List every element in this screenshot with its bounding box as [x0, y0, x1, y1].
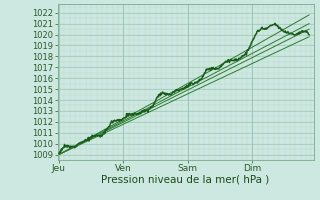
X-axis label: Pression niveau de la mer( hPa ): Pression niveau de la mer( hPa ): [101, 175, 270, 185]
